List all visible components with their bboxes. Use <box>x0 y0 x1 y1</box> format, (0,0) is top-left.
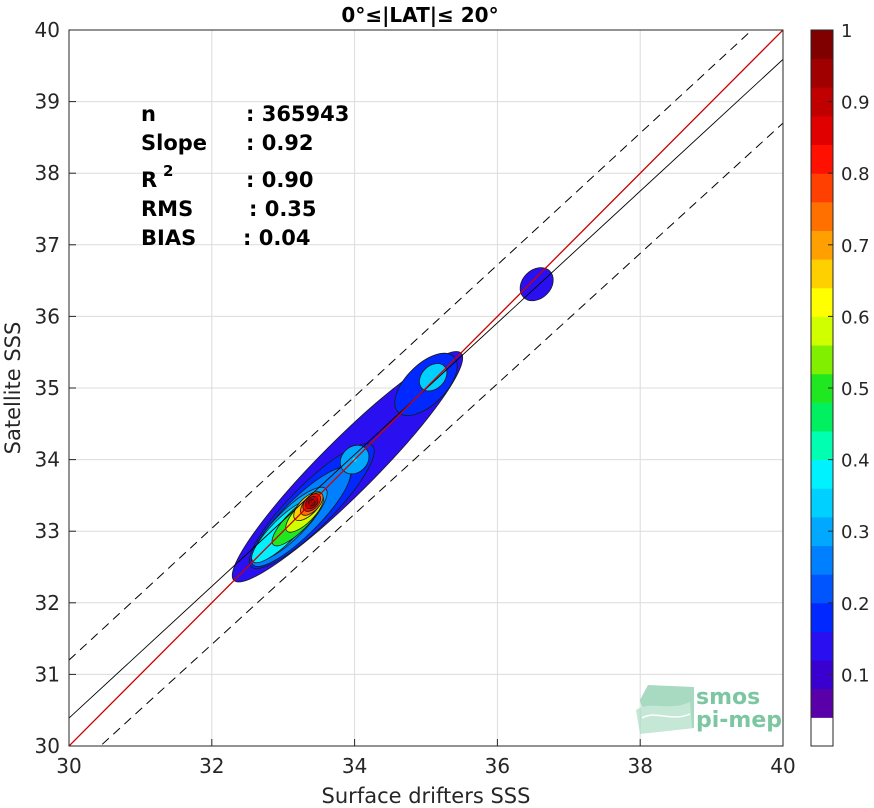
colorbar-segment <box>811 660 833 690</box>
colorbar-tick-label: 0.4 <box>841 451 870 472</box>
x-axis-label: Surface drifters SSS <box>322 784 531 808</box>
density-level <box>519 267 554 302</box>
y-tick-label: 36 <box>35 304 60 328</box>
colorbar-segment <box>811 488 833 518</box>
smos-pi-mep-logo: smos pi-mep <box>636 685 782 734</box>
logo-line1: smos <box>696 685 760 710</box>
y-axis-ticks: 30 31 32 33 34 35 36 37 38 39 40 <box>35 18 76 758</box>
x-tick-label: 30 <box>56 754 81 778</box>
y-tick-label: 39 <box>35 90 60 114</box>
reference-lines <box>69 30 783 746</box>
x-tick-label: 32 <box>199 754 224 778</box>
colorbar <box>811 30 833 747</box>
stat-r2-value: : 0.90 <box>246 168 314 192</box>
colorbar-segment <box>811 717 833 747</box>
colorbar-segment <box>811 459 833 489</box>
colorbar-segment <box>811 688 833 718</box>
colorbar-segment <box>811 144 833 174</box>
colorbar-segment <box>811 173 833 203</box>
stats-annotation: n : 365943 Slope : 0.92 R 2 : 0.90 RMS :… <box>141 102 349 250</box>
stat-rms-label: RMS <box>141 197 193 221</box>
colorbar-tick-label: 0.6 <box>841 307 870 328</box>
colorbar-ticks: 0.1 0.2 0.3 0.4 0.5 0.6 0.7 0.8 0.9 1 <box>828 21 870 686</box>
identity-line <box>69 30 783 746</box>
y-tick-label: 34 <box>35 448 60 472</box>
colorbar-tick-label: 0.3 <box>841 522 870 543</box>
stat-n-label: n <box>141 102 156 126</box>
colorbar-tick-label: 0.2 <box>841 594 870 615</box>
colorbar-segment <box>811 402 833 432</box>
stat-rms-value: : 0.35 <box>249 197 317 221</box>
colorbar-tick-label: 0.7 <box>841 236 870 257</box>
y-axis-label: Satellite SSS <box>1 322 25 455</box>
colorbar-segment <box>811 201 833 231</box>
colorbar-tick-label: 0.9 <box>841 93 870 114</box>
colorbar-segment <box>811 602 833 632</box>
colorbar-segment <box>811 316 833 346</box>
stat-bias-value: : 0.04 <box>243 226 311 250</box>
x-tick-label: 34 <box>342 754 367 778</box>
x-axis-ticks: 30 32 34 36 38 40 <box>56 739 796 778</box>
colorbar-segment <box>811 230 833 260</box>
chart-title: 0°≤|LAT|≤ 20° <box>341 3 498 27</box>
y-tick-label: 38 <box>35 161 60 185</box>
colorbar-tick-label: 0.1 <box>841 665 870 686</box>
colorbar-tick-label: 0.8 <box>841 164 870 185</box>
colorbar-segment <box>811 373 833 403</box>
stat-slope-value: : 0.92 <box>246 131 314 155</box>
upper-bound-line <box>69 30 753 661</box>
colorbar-segment <box>811 87 833 117</box>
y-tick-label: 31 <box>35 662 60 686</box>
stat-n-value: : 365943 <box>246 102 349 126</box>
colorbar-segment <box>811 115 833 146</box>
y-tick-label: 33 <box>35 519 60 543</box>
x-tick-label: 36 <box>485 754 510 778</box>
colorbar-segment <box>811 345 833 375</box>
y-tick-label: 35 <box>35 376 60 400</box>
colorbar-segment <box>811 287 833 317</box>
colorbar-tick-label: 1 <box>841 21 852 42</box>
logo-mark-icon <box>636 685 694 734</box>
y-tick-label: 37 <box>35 233 60 257</box>
x-tick-label: 38 <box>627 754 652 778</box>
colorbar-segment <box>811 545 833 575</box>
colorbar-segment <box>811 574 833 604</box>
grid <box>68 29 784 747</box>
y-tick-label: 40 <box>35 18 60 42</box>
stat-r2-label: R <box>141 168 157 192</box>
colorbar-segment <box>811 259 833 289</box>
colorbar-segment <box>811 631 833 661</box>
y-tick-label: 32 <box>35 591 60 615</box>
lower-bound-line <box>99 122 783 746</box>
logo-line2: pi-mep <box>696 708 782 733</box>
colorbar-segment <box>811 58 833 88</box>
stat-bias-label: BIAS <box>141 226 196 250</box>
stat-slope-label: Slope <box>141 131 207 155</box>
colorbar-segment <box>811 30 833 60</box>
colorbar-tick-label: 0.5 <box>841 379 870 400</box>
colorbar-segment <box>811 516 833 547</box>
y-tick-label: 30 <box>35 734 60 758</box>
x-tick-label: 40 <box>770 754 795 778</box>
colorbar-segment <box>811 430 833 461</box>
stat-r2-superscript: 2 <box>163 162 173 180</box>
density-level <box>419 363 448 392</box>
